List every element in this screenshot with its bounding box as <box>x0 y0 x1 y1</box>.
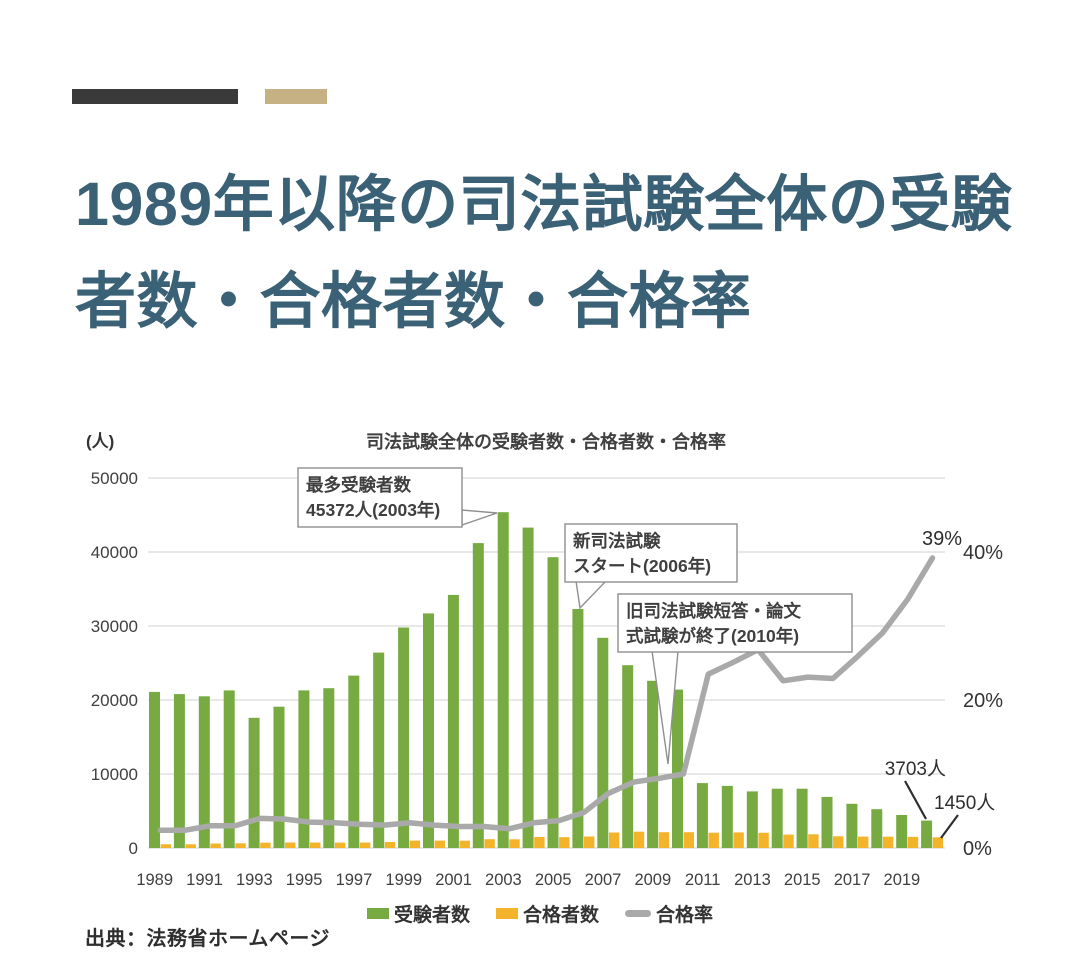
svg-text:40000: 40000 <box>91 543 138 562</box>
svg-text:20000: 20000 <box>91 691 138 710</box>
annotation-rate-end: 39% <box>922 528 962 550</box>
svg-text:2007: 2007 <box>585 871 622 889</box>
svg-text:2001: 2001 <box>435 871 472 889</box>
annotation-max-examinees: 最多受験者数 45372人(2003年) <box>297 467 498 528</box>
svg-text:1450人: 1450人 <box>934 792 995 814</box>
svg-text:1991: 1991 <box>186 871 223 889</box>
gridlines <box>148 477 945 849</box>
page-title-line2: 者数・合格者数・合格率 <box>75 267 752 335</box>
bar-line-chart: 司法試験全体の受験者数・合格者数・合格率 (人) 0 10000 20000 30000 4… <box>86 431 1003 889</box>
svg-text:2019: 2019 <box>884 871 921 889</box>
svg-text:1997: 1997 <box>336 871 373 889</box>
annotation-last-examinees: 3703人 <box>885 758 946 820</box>
page-title: 1989年以降の司法試験全体の受験 者数・合格者数・合格率 <box>75 156 1055 350</box>
annotation-last-passers: 1450人 <box>934 792 995 839</box>
svg-text:2003: 2003 <box>485 871 522 889</box>
svg-text:式試験が終了(2010年): 式試験が終了(2010年) <box>626 626 799 646</box>
passers-swatch-icon <box>495 908 518 919</box>
passers-bars <box>160 831 944 848</box>
legend-item-passers: 合格者数 <box>495 900 599 927</box>
svg-text:1993: 1993 <box>236 871 273 889</box>
y-axis-labels: 0 10000 20000 30000 40000 50000 <box>91 469 138 858</box>
svg-text:10000: 10000 <box>91 765 138 784</box>
examinees-swatch-icon <box>366 908 389 919</box>
svg-text:スタート(2006年): スタート(2006年) <box>573 556 711 576</box>
svg-text:2013: 2013 <box>734 871 771 889</box>
legend-label-pass-rate: 合格率 <box>656 905 714 926</box>
svg-text:司法試験全体の受験者数・合格者数・合格率: 司法試験全体の受験者数・合格者数・合格率 <box>366 431 726 452</box>
pass-rate-line <box>157 555 936 833</box>
decorative-bar-tan <box>265 89 327 104</box>
svg-text:2015: 2015 <box>784 871 821 889</box>
x-axis-labels: 1989 1991 1993 1995 1997 1999 2001 2003 2005 2007… <box>136 871 920 889</box>
decorative-bar-dark <box>72 89 238 104</box>
svg-text:1999: 1999 <box>385 871 422 889</box>
legend-item-pass-rate: 合格率 <box>625 900 713 927</box>
svg-text:45372人(2003年): 45372人(2003年) <box>306 500 440 520</box>
svg-text:1989: 1989 <box>136 871 173 889</box>
svg-text:旧司法試験短答・論文: 旧司法試験短答・論文 <box>626 601 801 621</box>
svg-text:2017: 2017 <box>834 871 871 889</box>
page-title-line1: 1989年以降の司法試験全体の受験 <box>75 170 1013 238</box>
legend-label-examinees: 受験者数 <box>393 905 470 926</box>
svg-text:40%: 40% <box>963 542 1003 564</box>
pass-rate-swatch-icon <box>625 910 651 917</box>
examinees-bars <box>149 512 933 848</box>
legend-label-passers: 合格者数 <box>522 905 599 926</box>
source-text: 出典：法務省ホームページ <box>85 928 330 950</box>
svg-text:2005: 2005 <box>535 871 572 889</box>
chart-header: 司法試験全体の受験者数・合格者数・合格率 (人) <box>86 431 726 452</box>
chart-legend: 受験者数 合格者数 合格率 <box>0 900 1080 927</box>
svg-text:2011: 2011 <box>685 871 720 889</box>
svg-text:30000: 30000 <box>91 617 138 636</box>
svg-text:50000: 50000 <box>91 469 138 488</box>
svg-text:3703人: 3703人 <box>885 758 946 780</box>
svg-text:新司法試験: 新司法試験 <box>573 531 661 551</box>
svg-text:最多受験者数: 最多受験者数 <box>306 475 411 495</box>
svg-text:1995: 1995 <box>286 871 323 889</box>
svg-text:0: 0 <box>129 839 138 858</box>
legend-item-examinees: 受験者数 <box>366 900 470 927</box>
svg-text:0%: 0% <box>963 838 992 860</box>
svg-text:39%: 39% <box>922 528 962 550</box>
right-axis-labels: 0% 20% 40% <box>963 542 1003 860</box>
svg-text:2009: 2009 <box>634 871 671 889</box>
svg-text:(人): (人) <box>86 432 114 451</box>
svg-text:20%: 20% <box>963 690 1003 712</box>
